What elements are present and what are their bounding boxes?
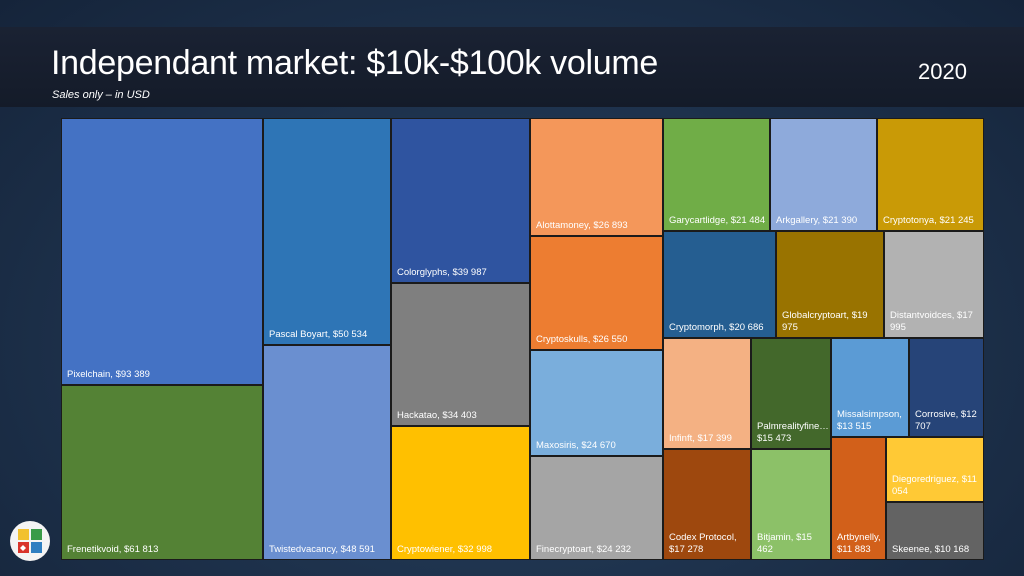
- treemap-cell: Cryptoskulls, $26 550: [530, 236, 663, 350]
- chart-subtitle: Sales only – in USD: [52, 89, 150, 101]
- treemap-cell: Garycartlidge, $21 484: [663, 118, 770, 231]
- treemap-cell: Maxosiris, $24 670: [530, 350, 663, 456]
- treemap-cell: Pixelchain, $93 389: [61, 118, 263, 385]
- treemap-cell: Frenetikvoid, $61 813: [61, 385, 263, 560]
- treemap-cell: Hackatao, $34 403: [391, 283, 530, 426]
- treemap-cell-label: Infinft, $17 399: [669, 433, 732, 444]
- treemap-cell: Twistedvacancy, $48 591: [263, 345, 391, 560]
- treemap-cell-label: Arkgallery, $21 390: [776, 215, 858, 226]
- treemap-cell: Corrosive, $12 707: [909, 338, 984, 437]
- title-banner: [0, 27, 893, 107]
- treemap-cell-label: Garycartlidge, $21 484: [669, 215, 766, 226]
- treemap-cell: Distantvoidces, $17 995: [884, 231, 984, 338]
- treemap-cell-label: Cryptowiener, $32 998: [397, 544, 493, 555]
- chart-title: Independant market: $10k-$100k volume: [51, 44, 658, 82]
- treemap-cell-label: Colorglyphs, $39 987: [397, 267, 487, 278]
- treemap-cell: Codex Protocol, $17 278: [663, 449, 751, 560]
- treemap-cell-label: Cryptomorph, $20 686: [669, 322, 764, 333]
- treemap-cell-label: Globalcryptoart, $19 975: [782, 310, 868, 333]
- treemap-cell: Diegoredriguez, $11 054: [886, 437, 984, 502]
- treemap-cell: Colorglyphs, $39 987: [391, 118, 530, 283]
- treemap-cell-label: Finecryptoart, $24 232: [536, 544, 632, 555]
- treemap-cell: Cryptowiener, $32 998: [391, 426, 530, 560]
- treemap-cell-label: Alottamoney, $26 893: [536, 220, 628, 231]
- treemap-cell-label: Maxosiris, $24 670: [536, 440, 616, 451]
- treemap-cell-label: Codex Protocol, $17 278: [669, 532, 737, 555]
- treemap-cell-label: Cryptotonya, $21 245: [883, 215, 974, 226]
- treemap-cell: Globalcryptoart, $19 975: [776, 231, 884, 338]
- treemap-cell-label: Bitjamin, $15 462: [757, 532, 812, 555]
- treemap-cell: Pascal Boyart, $50 534: [263, 118, 391, 345]
- treemap-cell: Cryptomorph, $20 686: [663, 231, 776, 338]
- treemap-cell-label: Hackatao, $34 403: [397, 410, 477, 421]
- treemap-cell: Finecryptoart, $24 232: [530, 456, 663, 560]
- treemap-cell-label: Distantvoidces, $17 995: [890, 310, 973, 333]
- treemap-cell: Palmrealityfine… $15 473: [751, 338, 831, 449]
- treemap-cell: Artbynelly, $11 883: [831, 437, 886, 560]
- treemap-cell: Missalsimpson, $13 515: [831, 338, 909, 437]
- treemap-cell-label: Palmrealityfine… $15 473: [757, 421, 829, 444]
- treemap-cell: Arkgallery, $21 390: [770, 118, 877, 231]
- treemap-cell-label: Cryptoskulls, $26 550: [536, 334, 628, 345]
- treemap-cell-label: Frenetikvoid, $61 813: [67, 544, 159, 555]
- treemap-cell-label: Corrosive, $12 707: [915, 409, 977, 432]
- treemap-cell-label: Diegoredriguez, $11 054: [892, 474, 977, 497]
- treemap-chart: Pixelchain, $93 389 Frenetikvoid, $61 813…: [61, 118, 984, 560]
- treemap-cell-label: Artbynelly, $11 883: [837, 532, 881, 555]
- multicolor-square-logo-icon: [10, 521, 50, 561]
- treemap-cell: Bitjamin, $15 462: [751, 449, 831, 560]
- treemap-cell: Cryptotonya, $21 245: [877, 118, 984, 231]
- treemap-cell: Alottamoney, $26 893: [530, 118, 663, 236]
- treemap-cell-label: Pascal Boyart, $50 534: [269, 329, 368, 340]
- treemap-cell-label: Twistedvacancy, $48 591: [269, 544, 375, 555]
- year-label: 2020: [918, 59, 967, 84]
- treemap-cell-label: Skeenee, $10 168: [892, 544, 970, 555]
- treemap-cell-label: Missalsimpson, $13 515: [837, 409, 902, 432]
- treemap-cell: Infinft, $17 399: [663, 338, 751, 449]
- treemap-cell-label: Pixelchain, $93 389: [67, 369, 150, 380]
- treemap-cell: Skeenee, $10 168: [886, 502, 984, 560]
